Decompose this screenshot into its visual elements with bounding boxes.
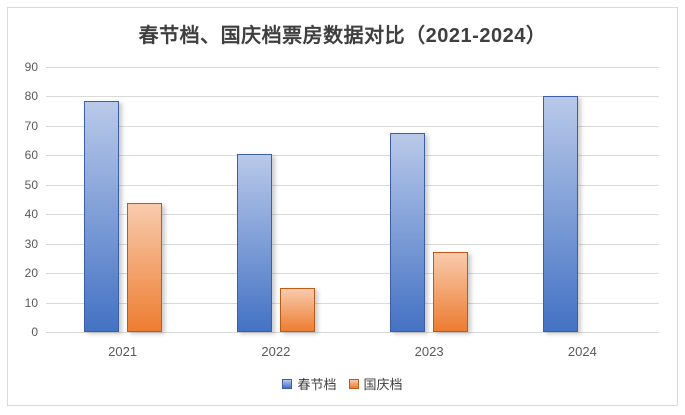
y-tick-label-90: 90 [24,60,38,74]
bar-2023-春节档 [390,132,426,332]
bar-2024-春节档 [543,95,579,332]
legend: 春节档 国庆档 [8,374,677,393]
chart-title: 春节档、国庆档票房数据对比（2021-2024） [138,25,547,47]
y-tick-label-30: 30 [24,236,38,251]
legend-label: 春节档 [297,377,337,392]
legend-label: 国庆档 [363,377,403,392]
gridline-y10 [46,302,659,304]
chart-frame: 春节档、国庆档票房数据对比（2021-2024） 0 10 20 30 40 50 60 70… [7,7,678,406]
y-tick-label-80: 80 [24,89,38,104]
plot-area: 0 10 20 30 40 50 60 70 80 90 2021 2022 2023 2024 [25,60,659,359]
y-tick-label-0: 0 [31,325,38,339]
y-tick-label-50: 50 [24,177,38,192]
bar-2021-春节档 [83,101,119,332]
x-tick-label-2021: 2021 [108,344,138,359]
legend-item-春节档: 春节档 [282,374,337,393]
gridline-y40 [46,214,659,216]
gridline-y0 [46,332,659,333]
y-tick-label-40: 40 [24,207,38,222]
bar-2021-国庆档 [126,202,162,332]
bar-2022-春节档 [236,154,272,332]
gridline-y60 [46,155,659,157]
y-tick-label-60: 60 [24,148,38,163]
x-tick-label-2023: 2023 [414,344,444,359]
y-tick-label-70: 70 [24,118,38,133]
gridline-y90 [46,67,659,68]
gridline-y30 [46,243,659,245]
gridline-y80 [46,96,659,98]
legend-item-国庆档: 国庆档 [348,374,403,393]
gridline-y70 [46,125,659,127]
legend-swatch-icon [348,378,359,389]
legend-swatch-icon [282,378,293,389]
x-tick-label-2022: 2022 [261,344,291,359]
y-tick-label-20: 20 [24,266,38,281]
bar-2023-国庆档 [433,251,469,332]
gridline-y50 [46,184,659,186]
x-tick-label-2024: 2024 [567,344,597,359]
gridline-y20 [46,273,659,275]
bar-2022-国庆档 [279,287,315,332]
y-tick-label-10: 10 [24,295,38,310]
